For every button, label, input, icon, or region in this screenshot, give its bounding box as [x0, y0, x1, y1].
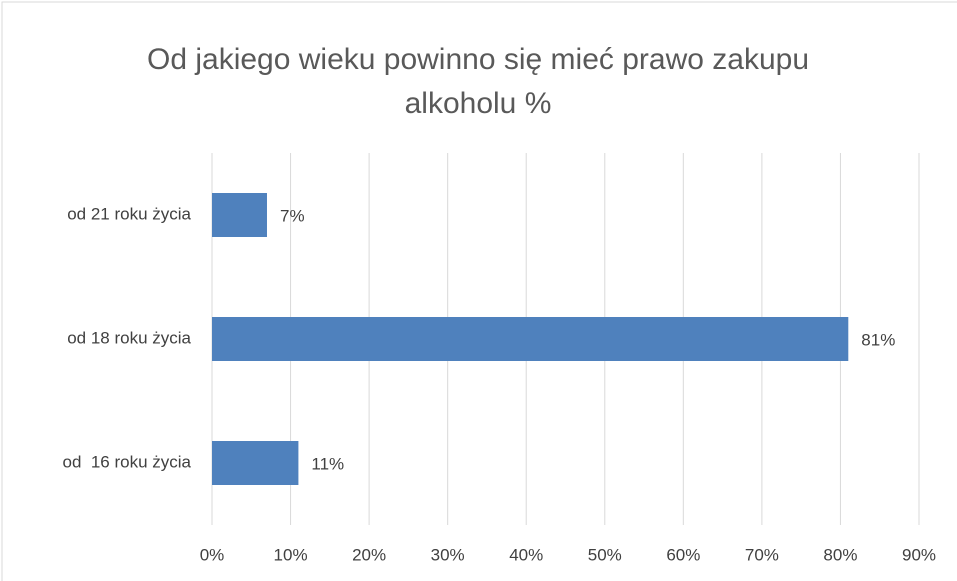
y-tick-label: od 21 roku życia [67, 204, 191, 223]
y-tick-label: od 18 roku życia [67, 328, 191, 347]
x-tick-label: 70% [745, 545, 779, 564]
chart-title: Od jakiego wieku powinno się mieć prawo … [146, 43, 810, 120]
x-tick-label: 40% [509, 545, 543, 564]
y-tick-label: od 16 roku życia [62, 452, 191, 471]
bar [212, 441, 299, 485]
x-tick-label: 80% [823, 545, 857, 564]
x-tick-label: 0% [200, 545, 225, 564]
bar [212, 193, 267, 237]
x-tick-label: 60% [666, 545, 700, 564]
bar [212, 317, 849, 361]
data-label: 11% [311, 454, 344, 473]
x-tick-label: 10% [274, 545, 308, 564]
x-tick-label: 30% [431, 545, 465, 564]
x-tick-label: 90% [902, 545, 936, 564]
data-label: 7% [280, 206, 305, 225]
x-tick-label: 20% [352, 545, 386, 564]
x-tick-label: 50% [588, 545, 622, 564]
data-label: 81% [861, 330, 895, 349]
